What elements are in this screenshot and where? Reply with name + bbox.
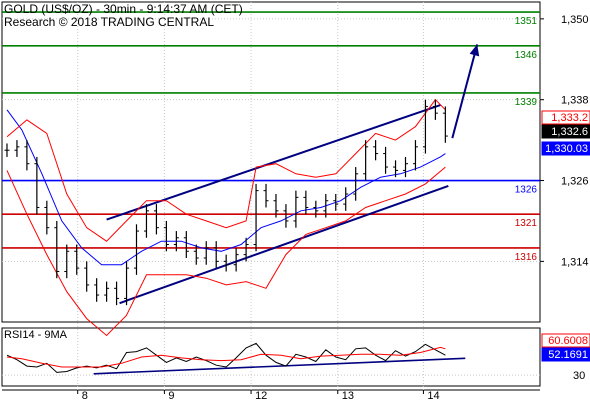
moving-average-line bbox=[6, 109, 446, 266]
rsi-y-tick-label: 30 bbox=[573, 370, 585, 382]
price-badge-label-red: 1,333.2 bbox=[551, 112, 588, 124]
y-tick-label: 1,314 bbox=[561, 256, 589, 268]
forecast-arrow bbox=[451, 44, 479, 139]
rsi-badge-red bbox=[541, 333, 590, 348]
rsi-badge-blue bbox=[541, 347, 590, 362]
level-label-1351: 1351 bbox=[515, 16, 538, 27]
x-tick-label: 9 bbox=[168, 390, 174, 400]
level-label-1321: 1321 bbox=[515, 218, 538, 229]
level-label-1316: 1316 bbox=[515, 252, 538, 263]
y-tick-label: 1,350 bbox=[561, 14, 589, 26]
rsi-title: RSI14 - 9MA bbox=[4, 329, 68, 341]
x-tick-label: 14 bbox=[427, 390, 439, 400]
price-panel-frame bbox=[1, 1, 541, 323]
y-tick-label: 1,326 bbox=[561, 176, 589, 188]
x-tick-label: 12 bbox=[255, 390, 267, 400]
price-badge-blue bbox=[541, 141, 590, 156]
price-badge-red bbox=[541, 110, 590, 125]
channel-lower-line bbox=[119, 184, 449, 305]
rsi-panel-frame bbox=[1, 327, 541, 387]
price-badge-label-last: 1,332.6 bbox=[551, 126, 588, 138]
chart-source: Research © 2018 TRADING CENTRAL bbox=[4, 15, 214, 29]
rsi-badge-label-blue: 52.1691 bbox=[548, 349, 588, 361]
price-badge-last bbox=[541, 124, 590, 139]
channel-upper-line bbox=[106, 104, 441, 221]
level-label-1339: 1339 bbox=[515, 97, 538, 108]
chart-title: GOLD (US$/OZ) - 30min - 9:14:37 AM (CET) bbox=[4, 2, 243, 16]
rsi-ma-line bbox=[6, 346, 446, 368]
rsi-trendline bbox=[93, 357, 466, 375]
forecast-arrow-head bbox=[469, 44, 480, 57]
x-tick-label: 13 bbox=[342, 390, 354, 400]
bollinger-lower-line bbox=[6, 166, 446, 337]
y-tick-label: 1,338 bbox=[561, 95, 589, 107]
rsi-badge-label-red: 60.6008 bbox=[548, 335, 588, 347]
bollinger-upper-line bbox=[6, 98, 446, 242]
price-badge-label-blue: 1,330.03 bbox=[545, 143, 588, 155]
level-label-1346: 1346 bbox=[515, 50, 538, 61]
x-tick-label: 8 bbox=[82, 390, 88, 400]
level-label-1326: 1326 bbox=[515, 185, 538, 196]
